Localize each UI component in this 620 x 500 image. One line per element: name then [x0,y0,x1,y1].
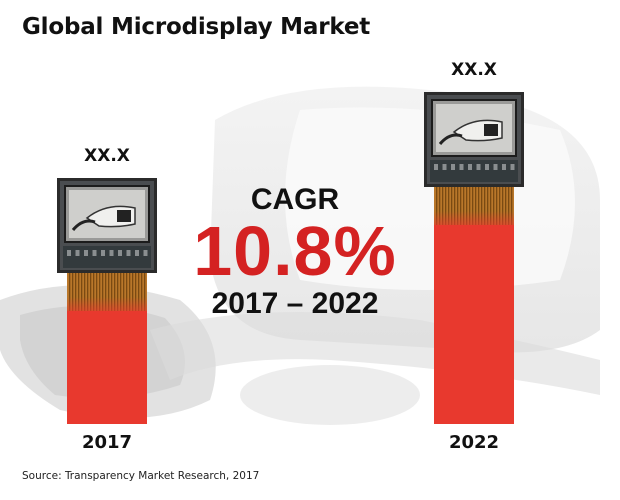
connector-trace [481,187,483,225]
connector-trace [111,273,113,311]
connector-trace [102,273,104,311]
connector-trace [502,187,504,225]
connector-trace [508,187,510,225]
connector-trace [81,273,83,311]
connector-trace [445,187,447,225]
connector-trace [478,187,480,225]
connector-trace [439,187,441,225]
connector-trace [72,273,74,311]
connector-trace [493,187,495,225]
category-label-2017: 2017 [81,432,133,453]
connector-trace [505,187,507,225]
connector-trace [496,187,498,225]
screen-headset-lens [117,210,131,222]
cagr-value: 10.8% [193,212,397,290]
connector-trace [442,187,444,225]
connector-trace [138,273,140,311]
circuit-pad [476,164,481,170]
circuit-pad [109,250,114,256]
connector-trace [129,273,131,311]
circuit-pad [92,250,97,256]
bar-value-label: XX.X [84,146,130,166]
connector-trace [144,273,146,311]
connector-trace [69,273,71,311]
circuit-pad [84,250,88,256]
circuit-pad [118,250,122,256]
connector-trace [463,187,465,225]
source-note: Source: Transparency Market Research, 20… [22,470,260,482]
connector-trace [114,273,116,311]
connector-trace [141,273,143,311]
connector-trace [466,187,468,225]
connector-trace [96,273,98,311]
connector-trace [499,187,501,225]
connector-trace [511,187,513,225]
connector-trace [451,187,453,225]
circuit-pad [459,164,464,170]
connector-trace [490,187,492,225]
connector-trace [460,187,462,225]
connector-trace [84,273,86,311]
bar-group-2017: XX.X [57,146,157,424]
connector-trace [135,273,137,311]
connector-trace [484,187,486,225]
circuit-pad [135,250,139,256]
circuit-strip [63,246,151,268]
connector-trace [90,273,92,311]
connector-trace [126,273,128,311]
screen-headset-lens [484,124,498,136]
connector-trace [78,273,80,311]
connector-trace [457,187,459,225]
connector-trace [75,273,77,311]
circuit-pad [468,164,472,170]
connector-trace [105,273,107,311]
connector-trace [448,187,450,225]
ribbon-fade [67,297,147,319]
circuit-pad [101,250,105,256]
connector-trace [93,273,95,311]
connector-trace [108,273,110,311]
connector-trace [117,273,119,311]
screen-headset-strap [438,133,463,145]
circuit-pad [451,164,455,170]
connector-trace [487,187,489,225]
cagr-period: 2017 – 2022 [211,287,379,320]
screen-headset-strap [71,219,96,231]
bar-value-label: XX.X [451,60,497,80]
connector-trace [469,187,471,225]
connector-trace [123,273,125,311]
circuit-pad [143,250,148,256]
circuit-pad [493,164,498,170]
circuit-pad [502,164,506,170]
ribbon-fade [434,211,514,233]
bar-group-2022: XX.X [424,60,524,424]
circuit-pad [434,164,438,170]
connector-trace [475,187,477,225]
bar-2022 [424,92,524,424]
circuit-pad [126,250,131,256]
connector-trace [120,273,122,311]
connector-trace [454,187,456,225]
circuit-strip [430,160,518,182]
circuit-pad [67,250,71,256]
connector-trace [472,187,474,225]
circuit-pad [75,250,80,256]
connector-trace [436,187,438,225]
circuit-pad [442,164,447,170]
connector-trace [87,273,89,311]
connector-trace [132,273,134,311]
bar-2017 [57,178,157,424]
cagr-label: CAGR [250,183,340,216]
circuit-pad [485,164,489,170]
circuit-pad [510,164,515,170]
connector-trace [99,273,101,311]
chart-title: Global Microdisplay Market [22,14,371,40]
category-label-2022: 2022 [448,432,500,453]
